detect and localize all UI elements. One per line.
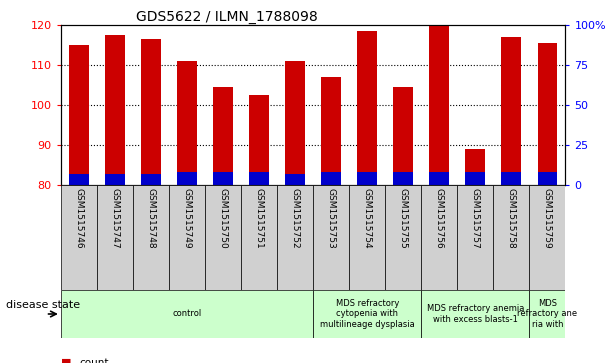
Bar bbox=[105, 174, 125, 185]
Text: GSM1515752: GSM1515752 bbox=[291, 188, 300, 249]
Text: GSM1515758: GSM1515758 bbox=[507, 188, 516, 249]
Text: disease state: disease state bbox=[6, 300, 80, 310]
Bar bbox=[349, 185, 385, 290]
Bar bbox=[429, 172, 449, 185]
Bar bbox=[141, 39, 161, 185]
Text: GSM1515756: GSM1515756 bbox=[435, 188, 444, 249]
Bar bbox=[465, 149, 485, 185]
Text: GSM1515748: GSM1515748 bbox=[147, 188, 156, 249]
Text: MDS refractory
cytopenia with
multilineage dysplasia: MDS refractory cytopenia with multilinea… bbox=[320, 299, 415, 329]
Text: GSM1515747: GSM1515747 bbox=[111, 188, 119, 249]
Bar bbox=[457, 185, 493, 290]
Text: GSM1515755: GSM1515755 bbox=[399, 188, 408, 249]
Bar bbox=[69, 174, 89, 185]
Bar bbox=[69, 45, 89, 185]
Bar bbox=[429, 25, 449, 185]
Bar bbox=[285, 174, 305, 185]
Bar bbox=[241, 185, 277, 290]
Bar bbox=[530, 290, 565, 338]
Bar bbox=[530, 185, 565, 290]
Bar bbox=[61, 290, 313, 338]
Bar bbox=[133, 185, 169, 290]
Bar bbox=[97, 185, 133, 290]
Bar bbox=[249, 172, 269, 185]
Text: GSM1515753: GSM1515753 bbox=[326, 188, 336, 249]
Text: GSM1515746: GSM1515746 bbox=[74, 188, 83, 249]
Bar bbox=[537, 172, 558, 185]
Bar bbox=[358, 172, 377, 185]
Bar bbox=[177, 61, 197, 185]
Bar bbox=[502, 37, 521, 185]
Text: ■: ■ bbox=[61, 358, 71, 363]
Bar bbox=[177, 172, 197, 185]
Bar bbox=[465, 172, 485, 185]
Bar bbox=[393, 87, 413, 185]
Text: MDS
refractory ane
ria with: MDS refractory ane ria with bbox=[517, 299, 578, 329]
Text: GSM1515757: GSM1515757 bbox=[471, 188, 480, 249]
Text: GSM1515754: GSM1515754 bbox=[363, 188, 371, 249]
Bar bbox=[321, 172, 341, 185]
Text: GSM1515749: GSM1515749 bbox=[182, 188, 192, 249]
Text: control: control bbox=[172, 310, 202, 318]
Bar bbox=[105, 35, 125, 185]
Bar bbox=[537, 43, 558, 185]
Bar bbox=[493, 185, 530, 290]
Bar bbox=[141, 174, 161, 185]
Bar bbox=[169, 185, 205, 290]
Text: MDS refractory anemia
with excess blasts-1: MDS refractory anemia with excess blasts… bbox=[427, 304, 524, 324]
Bar bbox=[277, 185, 313, 290]
Text: GDS5622 / ILMN_1788098: GDS5622 / ILMN_1788098 bbox=[136, 11, 318, 24]
Bar bbox=[385, 185, 421, 290]
Bar bbox=[421, 290, 530, 338]
Bar bbox=[421, 185, 457, 290]
Bar bbox=[502, 172, 521, 185]
Bar bbox=[321, 77, 341, 185]
Bar bbox=[61, 185, 97, 290]
Bar bbox=[205, 185, 241, 290]
Bar bbox=[313, 290, 421, 338]
Bar bbox=[358, 31, 377, 185]
Text: count: count bbox=[79, 358, 109, 363]
Text: GSM1515751: GSM1515751 bbox=[255, 188, 263, 249]
Bar bbox=[393, 172, 413, 185]
Bar bbox=[313, 185, 349, 290]
Bar bbox=[249, 95, 269, 185]
Text: GSM1515750: GSM1515750 bbox=[218, 188, 227, 249]
Bar bbox=[213, 172, 233, 185]
Bar bbox=[285, 61, 305, 185]
Text: GSM1515759: GSM1515759 bbox=[543, 188, 552, 249]
Bar bbox=[213, 87, 233, 185]
